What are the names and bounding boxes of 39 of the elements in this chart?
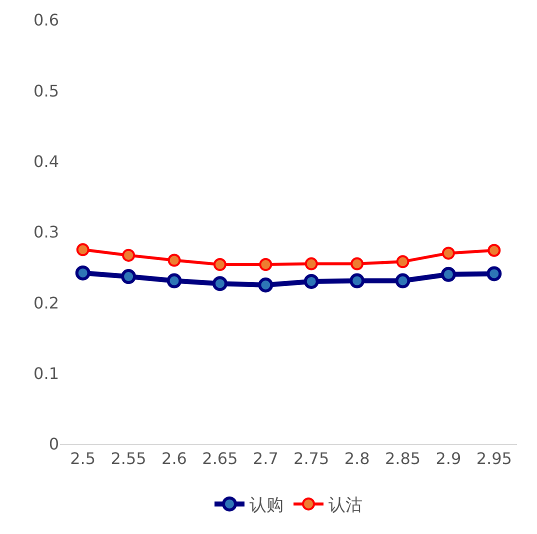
point <box>440 266 456 282</box>
x-tick-label: 2.85 <box>384 449 421 468</box>
y-tick-label: 0.2 <box>34 293 59 312</box>
x-tick-label: 2.75 <box>294 449 330 468</box>
point <box>304 257 318 270</box>
y-tick-label: 0.5 <box>34 81 59 100</box>
point <box>488 244 501 257</box>
x-tick-label: 2.95 <box>476 449 512 468</box>
x-tick-label: 2.7 <box>252 449 278 468</box>
x-tick-label: 2.8 <box>344 449 370 468</box>
x-tick-label: 2.9 <box>436 449 462 468</box>
x-tick-label: 2.55 <box>110 449 146 468</box>
y-tick-label: 0 <box>48 434 59 454</box>
x-tick-label: 2.65 <box>202 449 238 468</box>
point <box>213 258 226 272</box>
point <box>259 258 272 272</box>
point <box>168 254 181 267</box>
point <box>121 269 136 284</box>
point <box>75 265 90 280</box>
point <box>258 278 274 292</box>
point <box>396 255 410 268</box>
y-tick-label: 0.4 <box>34 152 59 171</box>
legend-label: 认购 <box>250 496 284 516</box>
point <box>76 243 90 256</box>
point <box>166 273 182 288</box>
point <box>395 273 410 288</box>
legend-label: 认沽 <box>328 496 362 516</box>
point <box>350 257 364 270</box>
y-tick-label: 0.1 <box>34 364 59 383</box>
point <box>350 273 365 288</box>
x-tick-label: 2.5 <box>70 449 96 468</box>
y-tick-label: 0.6 <box>34 10 59 30</box>
y-tick-label: 0.3 <box>34 222 59 242</box>
point <box>486 266 502 282</box>
point <box>304 274 319 289</box>
point <box>122 248 136 262</box>
point <box>212 276 228 292</box>
point <box>442 246 455 260</box>
x-tick-label: 2.6 <box>162 449 187 468</box>
